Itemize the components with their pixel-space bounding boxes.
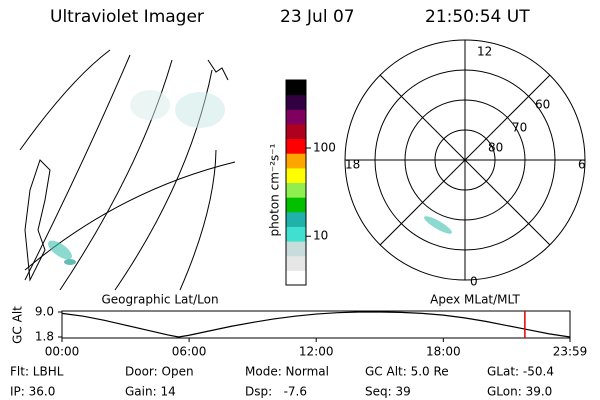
x-tick-label: 12:00 <box>299 345 334 359</box>
title: Ultraviolet Imager <box>50 7 204 27</box>
date: 23 Jul 07 <box>280 7 355 27</box>
status-field: Door: Open <box>125 365 194 379</box>
colorbar-label: photon cm⁻²s⁻¹ <box>268 143 282 236</box>
x-tick-label: 06:00 <box>172 345 207 359</box>
colorbar-segment <box>286 182 306 198</box>
geo-map <box>19 49 236 291</box>
mlt-label: 18 <box>345 158 360 172</box>
polar-label: Apex MLat/MLT <box>430 293 520 307</box>
colorbar-segment <box>286 138 306 154</box>
alt-frame <box>61 310 571 339</box>
colorbar-segment <box>286 153 306 169</box>
x-tick-label: 00:00 <box>45 345 80 359</box>
colorbar-frame <box>285 79 307 286</box>
colorbar-segment <box>286 211 306 227</box>
x-tick-label: 23:59 <box>553 345 588 359</box>
lat-label: 70 <box>512 121 527 135</box>
time: 21:50:54 UT <box>425 7 530 27</box>
status-field: Seq: 39 <box>365 385 411 399</box>
status-field: Dsp: -7.6 <box>245 385 307 399</box>
status-field: GLon: 39.0 <box>487 385 552 399</box>
status-panel: Flt: LBHL Door: Open Mode: Normal GC Alt: 5… <box>10 365 554 399</box>
status-field: Flt: LBHL <box>10 365 64 379</box>
y-tick-label: 9.0 <box>35 305 54 319</box>
mlt-label: 0 <box>470 275 478 289</box>
colorbar-segment <box>286 94 306 110</box>
colorbar-segment <box>286 241 306 257</box>
colorbar-segment <box>286 123 306 140</box>
map-label: Geographic Lat/Lon <box>101 293 218 307</box>
status-field: GLat: -50.4 <box>487 365 554 379</box>
y-tick-label: 1.8 <box>35 330 54 344</box>
y-axis-label: GC Alt <box>11 306 25 344</box>
polar-plot <box>344 39 586 281</box>
colorbar-segment <box>286 197 306 213</box>
altitude-line <box>61 311 571 338</box>
colorbar-segment <box>286 226 306 242</box>
mlt-label: 12 <box>477 45 492 59</box>
lat-label: 80 <box>488 141 503 155</box>
colorbar-segment <box>286 80 306 96</box>
lat-label: 60 <box>535 98 550 112</box>
colorbar-tick-label: 100 <box>313 141 336 155</box>
colorbar-segment <box>286 270 306 286</box>
colorbar <box>286 80 306 286</box>
status-field: IP: 36.0 <box>10 385 55 399</box>
colorbar-tick-label: 10 <box>313 229 328 243</box>
x-tick-label: 18:00 <box>426 345 461 359</box>
mlt-label: 6 <box>578 158 586 172</box>
colorbar-segment <box>286 109 306 125</box>
colorbar-segment <box>286 167 306 183</box>
colorbar-segment <box>286 255 306 271</box>
status-field: GC Alt: 5.0 Re <box>365 365 449 379</box>
status-field: Gain: 14 <box>125 385 176 399</box>
status-field: Mode: Normal <box>245 365 329 379</box>
